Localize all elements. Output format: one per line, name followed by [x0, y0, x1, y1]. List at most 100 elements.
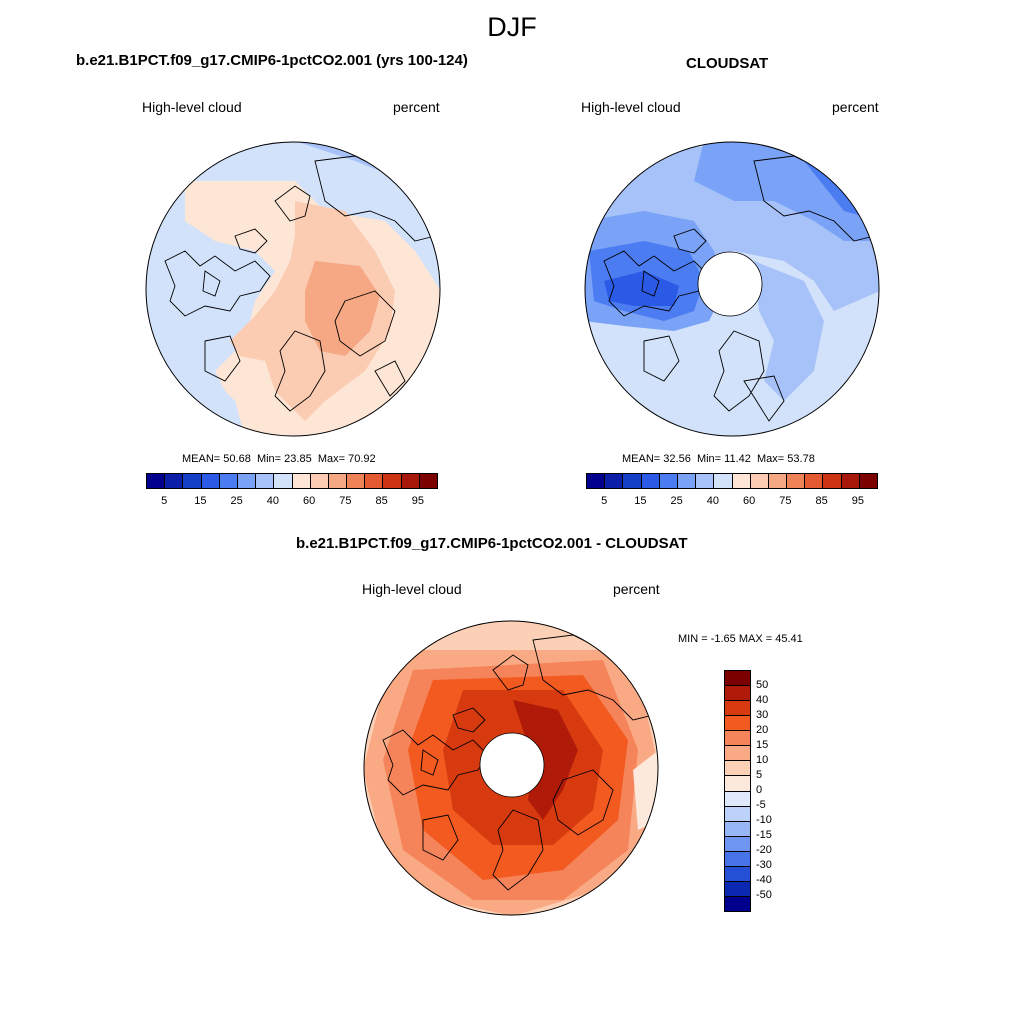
panel3-colorbar-tick-label: -30 — [756, 859, 772, 871]
panel3-colorbar-tick-label: 50 — [756, 679, 769, 691]
panel2-stats: MEAN= 32.56 Min= 11.42 Max= 53.78 — [622, 453, 815, 465]
panel3-colorbar-tick-label: -40 — [756, 874, 772, 886]
panel2-colorbar-cell — [805, 474, 824, 488]
panel3-polar-map — [363, 620, 659, 916]
panel1-colorbar-cell — [201, 474, 220, 488]
panel1-colorbar-cell — [383, 474, 402, 488]
panel1-colorbar-cell — [347, 474, 366, 488]
panel2-colorbar-ticks: 5 15 25 40 60 75 85 95 — [586, 495, 876, 509]
panel3-colorbar-tick-label: 30 — [756, 709, 769, 721]
panel1-colorbar-tick-label: 40 — [266, 495, 279, 507]
panel2-colorbar-cell — [696, 474, 715, 488]
panel1-colorbar-tick-label: 5 — [161, 495, 168, 507]
panel3-colorbar-cell — [725, 746, 750, 762]
panel2-max: 53.78 — [787, 453, 815, 465]
panel2-max-label: Max= — [757, 453, 785, 465]
panel3-colorbar-tick-label: -15 — [756, 829, 772, 841]
panel3-colorbar-tick-label: -5 — [756, 799, 766, 811]
panel3-colorbar-tick-label: 5 — [756, 769, 763, 781]
panel2-colorbar-tick-label: 60 — [743, 495, 756, 507]
panel2-colorbar-tick-label: 40 — [706, 495, 719, 507]
panel1-colorbar-cell — [165, 474, 184, 488]
panel1-mean-label: MEAN= — [182, 453, 221, 465]
panel3-colorbar-tick-label: 40 — [756, 694, 769, 706]
panel1-mean: 50.68 — [223, 453, 251, 465]
panel2-colorbar-tick-label: 75 — [779, 495, 792, 507]
panel1-units: percent — [393, 99, 440, 115]
panel3-colorbar-cell — [725, 761, 750, 777]
panel3-colorbar-cell — [725, 881, 750, 897]
panel3-stats: MIN = -1.65 MAX = 45.41 — [678, 633, 803, 645]
panel3-colorbar-tick-label: 0 — [756, 784, 763, 796]
panel3-colorbar-cell — [725, 671, 750, 687]
panel1-title: b.e21.B1PCT.f09_g17.CMIP6-1pctCO2.001 (y… — [76, 52, 468, 69]
panel1-max-label: Max= — [317, 453, 346, 465]
panel2-min-label: Min= — [696, 453, 722, 465]
panel3-colorbar-tick-label: 15 — [756, 739, 769, 751]
panel2-colorbar-cell — [859, 474, 877, 488]
panel3-colorbar-cell — [725, 701, 750, 717]
panel3-colorbar-cell — [725, 851, 750, 867]
figure-title: DJF — [487, 12, 537, 42]
panel3-colorbar-tick-label: -50 — [756, 889, 772, 901]
panel1-colorbar-cell — [365, 474, 384, 488]
panel1-colorbar-tick-label: 25 — [230, 495, 243, 507]
panel2-colorbar-cell — [768, 474, 788, 488]
panel3-title: b.e21.B1PCT.f09_g17.CMIP6-1pctCO2.001 - … — [296, 535, 688, 552]
panel3-colorbar-ticks: 50 40 30 20 15 10 5 0 -5 -10 -15 -20 -30 -40 -50 — [756, 670, 796, 910]
panel2-polar-map — [584, 141, 880, 437]
panel1-colorbar-cell — [310, 474, 329, 488]
panel1-min: 23.85 — [284, 453, 312, 465]
panel2-colorbar-cell — [732, 474, 751, 488]
panel2-colorbar-cell — [659, 474, 678, 488]
panel1-stats: MEAN= 50.68 Min= 23.85 Max= 70.92 — [182, 453, 376, 465]
panel1-colorbar-cell — [292, 474, 311, 488]
panel1-colorbar-tick-label: 75 — [339, 495, 352, 507]
panel1-colorbar-cell — [219, 474, 238, 488]
panel1-colorbar-cell — [183, 474, 202, 488]
panel3-units: percent — [613, 581, 660, 597]
panel1-colorbar-cell — [328, 474, 348, 488]
panel1-colorbar-tick-label: 15 — [194, 495, 207, 507]
panel2-mean-label: MEAN= — [622, 453, 661, 465]
panel2-title: CLOUDSAT — [686, 55, 769, 72]
panel3-colorbar-tick-label: -20 — [756, 844, 772, 856]
panel1-max: 70.92 — [348, 453, 376, 465]
panel3-colorbar-cell — [725, 821, 750, 837]
panel3-colorbar-cell — [725, 791, 750, 807]
panel2-mean: 32.56 — [663, 453, 691, 465]
panel2-colorbar-cell — [677, 474, 697, 488]
panel3-colorbar — [724, 670, 751, 912]
panel3-colorbar-cell — [725, 806, 750, 822]
panel3-colorbar-cell — [725, 866, 750, 882]
panel3-variable: High-level cloud — [362, 581, 462, 597]
panel2-colorbar-cell — [623, 474, 642, 488]
panel1-min-label: Min= — [256, 453, 282, 465]
panel2-colorbar-tick-label: 5 — [601, 495, 608, 507]
panel2-colorbar-cell — [587, 474, 606, 488]
panel1-colorbar-tick-label: 60 — [303, 495, 316, 507]
panel1-colorbar-cell — [256, 474, 275, 488]
panel2-colorbar — [586, 473, 878, 489]
panel2-min: 11.42 — [724, 453, 751, 465]
panel3-max-label: MAX = — [738, 633, 773, 645]
panel1-colorbar-cell — [147, 474, 166, 488]
panel2-colorbar-cell — [641, 474, 660, 488]
panel1-colorbar-ticks: 5 15 25 40 60 75 85 95 — [146, 495, 436, 509]
panel3-max: 45.41 — [775, 633, 803, 645]
panel2-colorbar-tick-label: 85 — [815, 495, 828, 507]
panel3-colorbar-cell — [725, 716, 750, 732]
panel1-colorbar-tick-label: 95 — [411, 495, 424, 507]
panel1-colorbar-cell — [274, 474, 293, 488]
panel1-colorbar — [146, 473, 438, 489]
panel3-colorbar-tick-label: -10 — [756, 814, 772, 826]
panel2-colorbar-tick-label: 15 — [634, 495, 647, 507]
panel3-min-label: MIN = — [678, 633, 708, 645]
panel2-units: percent — [832, 99, 879, 115]
panel2-colorbar-cell — [823, 474, 842, 488]
panel3-colorbar-cell — [725, 776, 750, 792]
panel3-colorbar-cell — [725, 686, 750, 702]
panel3-colorbar-tick-label: 10 — [756, 754, 769, 766]
panel2-colorbar-tick-label: 25 — [670, 495, 683, 507]
panel1-colorbar-cell — [401, 474, 420, 488]
